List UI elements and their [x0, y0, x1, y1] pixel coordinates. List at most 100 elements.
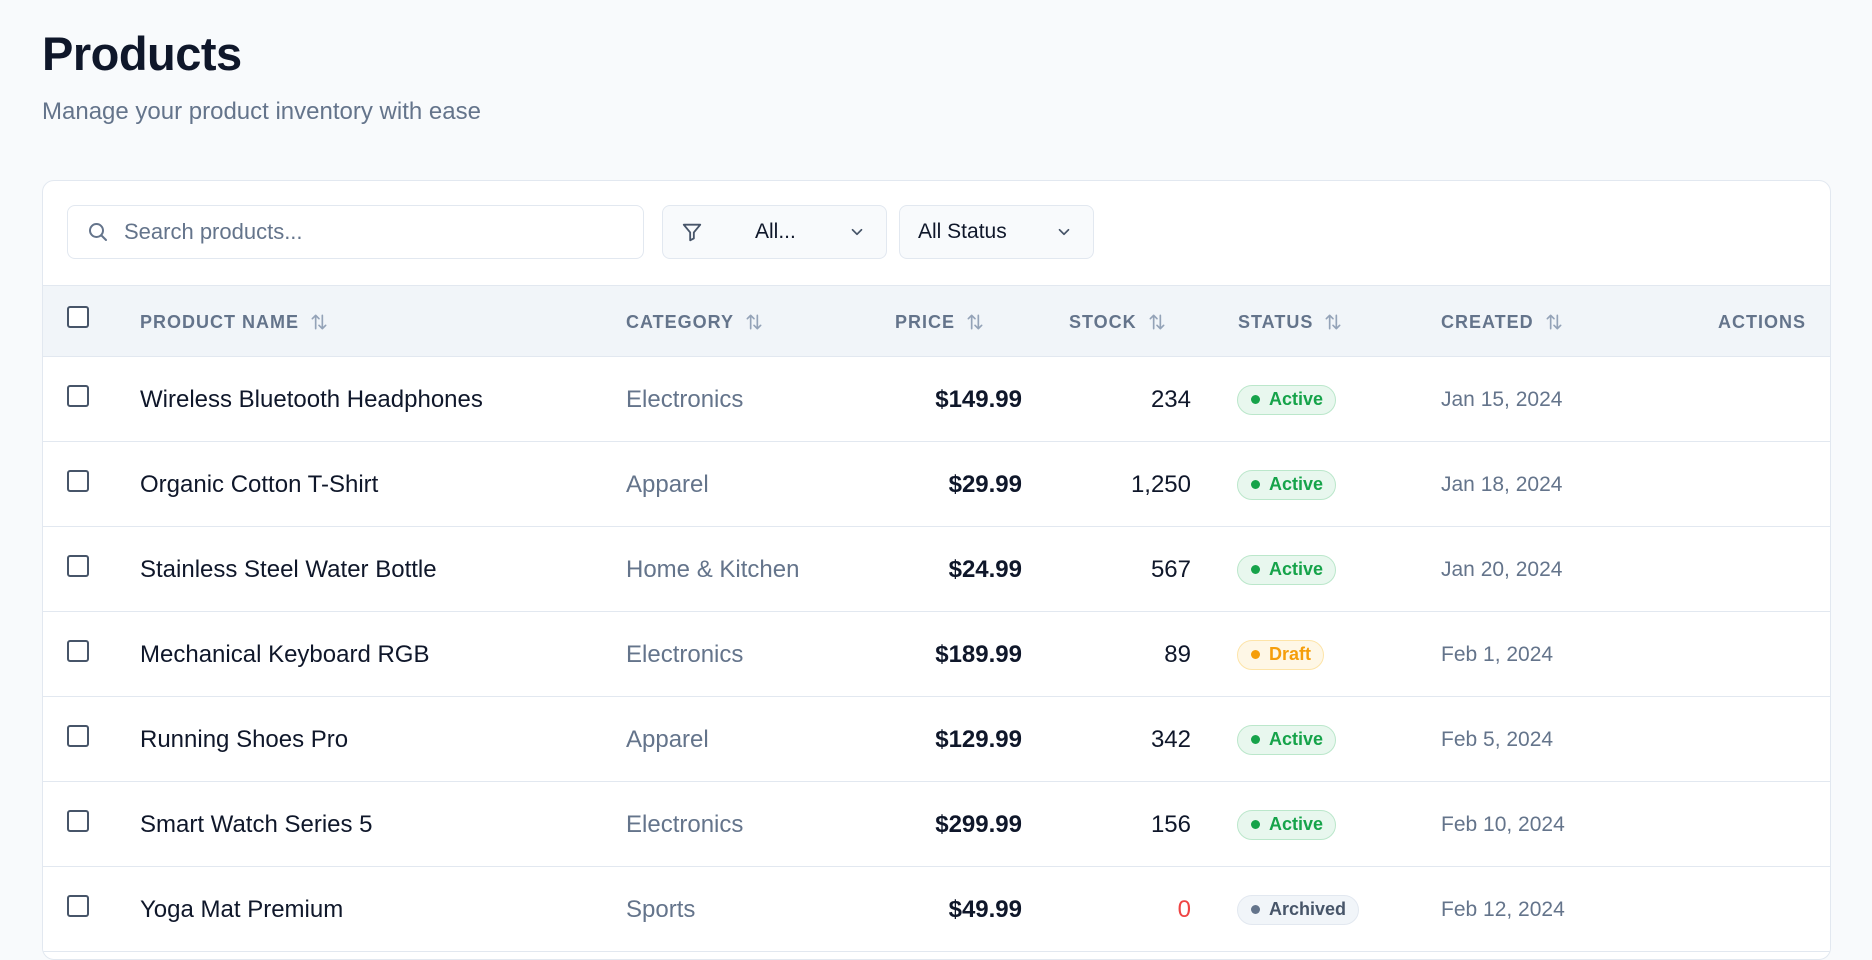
row-checkbox[interactable] — [67, 640, 89, 662]
table-row[interactable]: Mechanical Keyboard RGB Electronics $189.9… — [43, 612, 1830, 697]
column-header-label: CATEGORY — [626, 311, 735, 332]
filter-icon — [681, 221, 703, 243]
status-label: Active — [1269, 729, 1324, 749]
column-header-product-name[interactable]: PRODUCT NAME — [140, 286, 329, 358]
product-price: $24.99 — [948, 555, 1022, 583]
table-header: PRODUCT NAME CATEGORY PRICE STOCK STATUS — [43, 285, 1830, 357]
sort-icon[interactable] — [965, 312, 985, 332]
product-created-date: Jan 18, 2024 — [1441, 472, 1563, 496]
sort-icon[interactable] — [1323, 312, 1343, 332]
row-checkbox[interactable] — [67, 385, 89, 407]
table-row[interactable]: Stainless Steel Water Bottle Home & Kitch… — [43, 527, 1830, 612]
product-price: $299.99 — [935, 810, 1022, 838]
status-badge: Archived — [1237, 894, 1360, 925]
product-name: Smart Watch Series 5 — [140, 810, 373, 838]
status-label: Draft — [1269, 644, 1312, 664]
product-category: Electronics — [626, 810, 744, 838]
status-dot-icon — [1251, 820, 1260, 829]
row-checkbox[interactable] — [67, 725, 89, 747]
table-row[interactable]: Organic Cotton T-Shirt Apparel $29.99 1,250… — [43, 442, 1830, 527]
product-category: Electronics — [626, 640, 744, 668]
product-stock: 89 — [1164, 640, 1191, 668]
row-checkbox[interactable] — [67, 895, 89, 917]
product-price: $149.99 — [935, 385, 1022, 413]
search-icon — [86, 220, 110, 244]
column-header-category[interactable]: CATEGORY — [626, 286, 764, 358]
products-card: All... All Status PRODUCT NAME — [42, 180, 1831, 960]
status-label: Active — [1269, 389, 1324, 409]
status-cell: Archived — [1237, 867, 1360, 952]
column-header-price[interactable]: PRICE — [895, 286, 985, 358]
status-label: Archived — [1269, 899, 1347, 919]
sort-icon[interactable] — [1147, 312, 1167, 332]
product-name: Running Shoes Pro — [140, 725, 349, 753]
product-created-date: Feb 5, 2024 — [1441, 727, 1554, 751]
product-created-date: Jan 15, 2024 — [1441, 387, 1563, 411]
product-name: Organic Cotton T-Shirt — [140, 470, 379, 498]
status-cell: Active — [1237, 527, 1337, 612]
category-filter-select[interactable]: All... — [662, 205, 887, 259]
status-dot-icon — [1251, 480, 1260, 489]
product-stock: 156 — [1150, 810, 1191, 838]
status-label: Active — [1269, 474, 1324, 494]
product-category: Apparel — [626, 725, 709, 753]
status-badge: Active — [1237, 809, 1337, 840]
select-all-checkbox[interactable] — [67, 306, 89, 328]
status-dot-icon — [1251, 650, 1260, 659]
status-filter-select[interactable]: All Status — [899, 205, 1094, 259]
column-header-status[interactable]: STATUS — [1238, 286, 1343, 358]
sort-icon[interactable] — [309, 312, 329, 332]
product-stock: 0 — [1177, 895, 1191, 923]
product-created-date: Feb 10, 2024 — [1441, 812, 1565, 836]
table-row[interactable]: Running Shoes Pro Apparel $129.99 342 Active… — [43, 697, 1830, 782]
column-header-label: PRODUCT NAME — [140, 311, 299, 332]
status-badge: Active — [1237, 724, 1337, 755]
product-price: $29.99 — [948, 470, 1022, 498]
column-header-created[interactable]: CREATED — [1441, 286, 1564, 358]
product-stock: 567 — [1150, 555, 1191, 583]
product-category: Apparel — [626, 470, 709, 498]
product-price: $49.99 — [948, 895, 1022, 923]
row-checkbox[interactable] — [67, 555, 89, 577]
product-stock: 234 — [1150, 385, 1191, 413]
status-cell: Active — [1237, 442, 1337, 527]
status-cell: Active — [1237, 357, 1337, 442]
column-header-stock[interactable]: STOCK — [1069, 286, 1167, 358]
page-title: Products — [42, 27, 242, 80]
status-cell: Active — [1237, 782, 1337, 867]
table-row[interactable]: Yoga Mat Premium Sports $49.99 0 Archived Feb… — [43, 867, 1830, 952]
table-row[interactable]: Wireless Bluetooth Headphones Electronics… — [43, 357, 1830, 442]
row-checkbox[interactable] — [67, 810, 89, 832]
product-name: Stainless Steel Water Bottle — [140, 555, 437, 583]
status-badge: Active — [1237, 554, 1337, 585]
status-filter-value: All Status — [918, 220, 1007, 243]
search-input[interactable] — [122, 218, 602, 246]
sort-icon[interactable] — [744, 312, 764, 332]
product-category: Sports — [626, 895, 696, 923]
product-created-date: Feb 12, 2024 — [1441, 897, 1565, 921]
column-header-label: PRICE — [895, 311, 956, 332]
product-name: Wireless Bluetooth Headphones — [140, 385, 483, 413]
page-subtitle: Manage your product inventory with ease — [42, 98, 481, 125]
product-stock: 1,250 — [1130, 470, 1191, 498]
column-header-actions: ACTIONS — [1718, 286, 1806, 358]
product-name: Yoga Mat Premium — [140, 895, 344, 923]
status-cell: Active — [1237, 697, 1337, 782]
sort-icon[interactable] — [1544, 312, 1564, 332]
column-header-label: STOCK — [1069, 311, 1137, 332]
row-checkbox[interactable] — [67, 470, 89, 492]
chevron-down-icon — [848, 223, 866, 241]
product-category: Electronics — [626, 385, 744, 413]
product-price: $129.99 — [935, 725, 1022, 753]
status-badge: Active — [1237, 469, 1337, 500]
table-row[interactable]: Smart Watch Series 5 Electronics $299.99 15… — [43, 782, 1830, 867]
toolbar: All... All Status — [43, 181, 1830, 285]
product-name: Mechanical Keyboard RGB — [140, 640, 430, 668]
column-header-label: ACTIONS — [1718, 311, 1806, 332]
column-header-label: CREATED — [1441, 311, 1534, 332]
status-label: Active — [1269, 814, 1324, 834]
status-cell: Draft — [1237, 612, 1325, 697]
product-stock: 342 — [1150, 725, 1191, 753]
search-box[interactable] — [67, 205, 644, 259]
category-filter-value: All... — [755, 220, 796, 243]
